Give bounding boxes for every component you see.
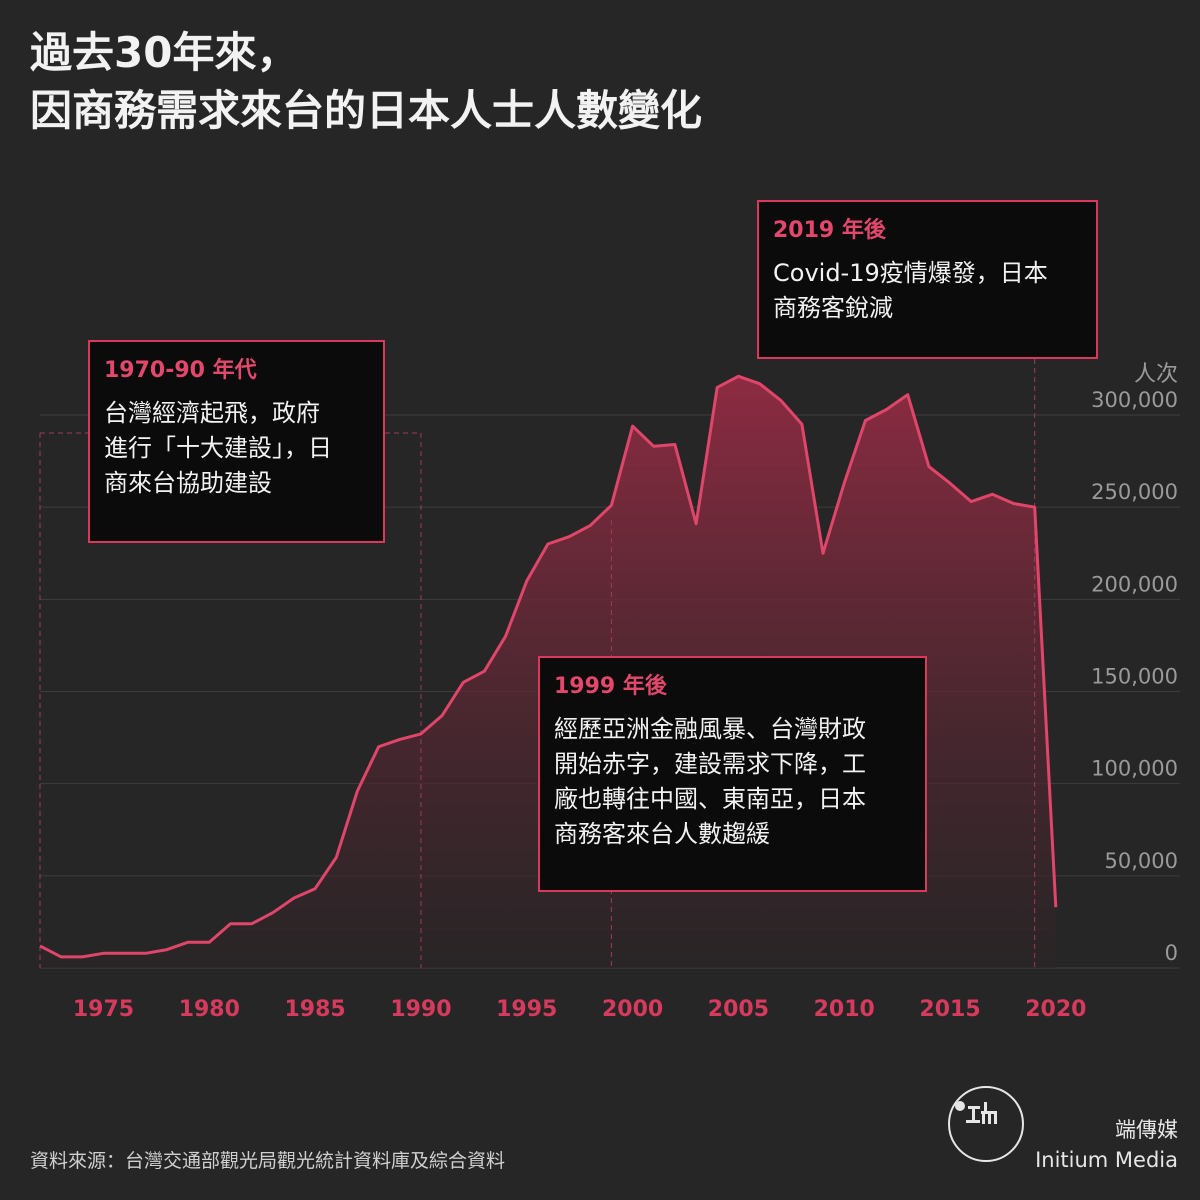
annotation-body: 台灣經濟起飛，政府 進行「十大建設」，日 商來台協助建設	[104, 396, 369, 501]
brand-name-zh: 端傳媒	[1115, 1118, 1178, 1142]
annotation-title: 2019 年後	[773, 218, 886, 243]
y-tick-label: 300,000	[1091, 388, 1178, 412]
x-tick-label: 2015	[919, 997, 980, 1022]
initium-logo-icon	[948, 1086, 1024, 1162]
x-tick-label: 1975	[73, 997, 134, 1022]
annotation-line: 商務客銳減	[773, 294, 893, 322]
y-tick-label: 0	[1165, 941, 1178, 965]
annotation-line: Covid-19疫情爆發，日本	[773, 259, 1048, 287]
y-axis-unit: 人次	[1133, 362, 1178, 387]
annotation-line: 廠也轉往中國、東南亞，日本	[554, 785, 866, 813]
y-tick-label: 50,000	[1105, 849, 1178, 873]
annotation-1970-90: 1970-90 年代 台灣經濟起飛，政府 進行「十大建設」，日 商來台協助建設	[88, 340, 385, 543]
series-line	[39, 374, 1058, 959]
x-tick-label: 2020	[1025, 997, 1086, 1022]
chart-title: 過去30年來， 因商務需求來台的日本人士人數變化	[30, 24, 702, 140]
annotation-title: 1999 年後	[554, 674, 667, 699]
brand-name-en: Initium Media	[1035, 1148, 1178, 1172]
x-tick-label: 2000	[602, 997, 663, 1022]
x-tick-label: 2005	[708, 997, 769, 1022]
y-tick-label: 100,000	[1091, 757, 1178, 781]
y-tick-label: 250,000	[1091, 480, 1178, 504]
x-tick-label: 1995	[496, 997, 557, 1022]
x-tick-label: 2010	[814, 997, 875, 1022]
title-line-2: 因商務需求來台的日本人士人數變化	[30, 86, 703, 135]
x-tick-label: 1980	[179, 997, 240, 1022]
annotation-line: 進行「十大建設」，日	[104, 434, 332, 462]
annotation-body: Covid-19疫情爆發，日本 商務客銳減	[773, 256, 1082, 326]
annotation-line: 商務客來台人數趨緩	[554, 820, 770, 848]
x-tick-label: 1990	[390, 997, 451, 1022]
annotation-body: 經歷亞洲金融風暴、台灣財政 開始赤字，建設需求下降，工 廠也轉往中國、東南亞，日…	[554, 712, 911, 852]
annotation-2019: 2019 年後 Covid-19疫情爆發，日本 商務客銳減	[757, 200, 1098, 359]
source-note: 資料來源：台灣交通部觀光局觀光統計資料庫及綜合資料	[30, 1150, 506, 1172]
y-tick-label: 200,000	[1091, 572, 1178, 596]
y-tick-label: 150,000	[1091, 665, 1178, 689]
title-line-1: 過去30年來，	[30, 28, 299, 77]
annotation-line: 台灣經濟起飛，政府	[104, 399, 320, 427]
x-tick-label: 1985	[285, 997, 346, 1022]
annotation-1999: 1999 年後 經歷亞洲金融風暴、台灣財政 開始赤字，建設需求下降，工 廠也轉往…	[538, 656, 927, 892]
annotation-line: 商來台協助建設	[104, 469, 272, 497]
annotation-line: 開始赤字，建設需求下降，工	[554, 750, 866, 778]
annotation-line: 經歷亞洲金融風暴、台灣財政	[554, 715, 866, 743]
annotation-title: 1970-90 年代	[104, 358, 257, 383]
